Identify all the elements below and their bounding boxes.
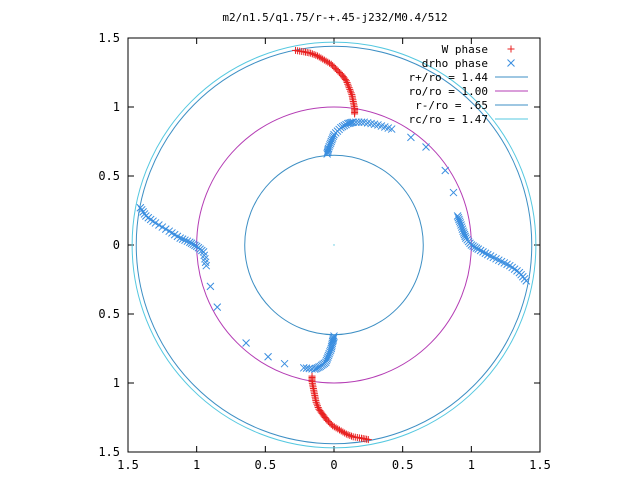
data-point xyxy=(474,245,483,253)
x-tick-label: 0 xyxy=(330,458,337,472)
data-point xyxy=(387,125,396,133)
data-point xyxy=(314,403,322,411)
data-point xyxy=(345,84,353,92)
x-tick-label: 1.5 xyxy=(117,458,139,472)
y-tick-label: 1.5 xyxy=(98,31,120,45)
data-point xyxy=(346,85,354,93)
legend-marker xyxy=(507,59,515,67)
data-point xyxy=(351,110,359,118)
tick-marks: 1.5 1 0.5 0 0.5 1 1.51.510.500.511.5 xyxy=(98,31,551,472)
data-point xyxy=(280,359,289,368)
x-tick-label: 1.5 xyxy=(529,458,551,472)
legend-label: r-/ro = .65 xyxy=(415,99,488,112)
data-point xyxy=(313,400,321,408)
data-point xyxy=(479,248,487,256)
y-tick-label: 1.5 xyxy=(98,445,120,459)
data-point xyxy=(522,277,531,285)
data-point xyxy=(349,433,357,441)
circle-2 xyxy=(244,154,424,336)
legend-label: drho phase xyxy=(422,57,488,70)
data-point xyxy=(346,87,354,95)
data-point xyxy=(165,227,174,236)
data-point xyxy=(183,237,192,246)
data-point xyxy=(315,405,323,413)
data-point xyxy=(348,432,356,440)
legend-label: r+/ro = 1.44 xyxy=(409,71,489,84)
data-point xyxy=(357,118,366,127)
data-point xyxy=(481,249,490,258)
data-point xyxy=(441,166,450,175)
data-point xyxy=(457,221,465,229)
data-point xyxy=(307,49,315,57)
data-point xyxy=(155,221,163,229)
data-point xyxy=(329,336,337,345)
data-point xyxy=(310,51,318,59)
data-point xyxy=(178,235,187,243)
x-tick-label: 1 xyxy=(193,458,200,472)
data-point xyxy=(343,79,351,87)
data-point xyxy=(136,203,145,212)
data-point xyxy=(161,225,170,233)
data-point xyxy=(341,75,349,83)
data-point xyxy=(344,431,352,439)
data-point xyxy=(206,282,215,291)
data-point xyxy=(407,133,415,142)
data-point xyxy=(299,363,308,372)
data-point xyxy=(329,334,338,343)
data-point xyxy=(312,51,320,59)
circle-0 xyxy=(135,45,533,445)
data-point xyxy=(342,77,350,85)
y-tick-label: 0 xyxy=(113,238,120,252)
data-point xyxy=(344,80,352,88)
data-point xyxy=(308,372,316,380)
y-tick-label: 1 xyxy=(113,100,120,114)
center-point xyxy=(333,244,335,246)
y-tick-label: 1 xyxy=(113,376,120,390)
data-point xyxy=(213,303,222,311)
data-point xyxy=(476,246,485,255)
data-point xyxy=(354,118,363,127)
chart-title: m2/n1.5/q1.75/r-+.45-j232/M0.4/512 xyxy=(222,11,447,24)
y-tick-label: 0.5 xyxy=(98,307,120,321)
data-point xyxy=(456,219,465,227)
data-point xyxy=(349,118,358,127)
data-point xyxy=(346,431,354,439)
x-tick-label: 1 xyxy=(468,458,475,472)
legend-label: W phase xyxy=(442,43,488,56)
data-point xyxy=(347,89,355,97)
x-tick-label: 0.5 xyxy=(392,458,414,472)
legend-label: ro/ro = 1.00 xyxy=(409,85,488,98)
legend-label: rc/ro = 1.47 xyxy=(409,113,488,126)
data-point xyxy=(316,407,324,415)
data-point xyxy=(264,352,272,361)
data-point xyxy=(323,147,332,156)
y-tick-label: 0.5 xyxy=(98,169,120,183)
data-point xyxy=(449,188,458,197)
data-point xyxy=(158,223,167,231)
data-point xyxy=(185,238,194,247)
data-point xyxy=(352,118,360,127)
series-0 xyxy=(292,46,372,444)
series-markers xyxy=(136,46,531,444)
data-point xyxy=(457,223,466,231)
legend-marker xyxy=(507,45,515,53)
data-point xyxy=(329,132,338,141)
data-point xyxy=(308,50,316,58)
x-tick-label: 0.5 xyxy=(254,458,276,472)
circle-3 xyxy=(131,41,537,449)
data-point xyxy=(461,232,470,241)
data-point xyxy=(314,402,322,410)
series-1 xyxy=(136,118,531,374)
data-point xyxy=(242,339,250,347)
data-point xyxy=(422,143,430,151)
data-point xyxy=(181,236,189,245)
data-point xyxy=(302,364,311,373)
data-point xyxy=(344,82,352,90)
